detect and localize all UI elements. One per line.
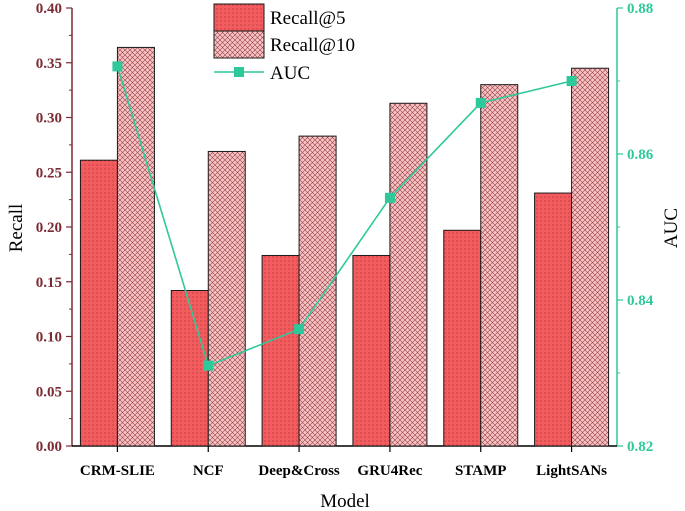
y-tick-label: 0.05 [36, 384, 62, 400]
x-tick-label: NCF [193, 463, 224, 479]
legend-label-recall10: Recall@10 [270, 35, 355, 56]
y-tick-label: 0.40 [36, 1, 62, 17]
y2-tick-label: 0.88 [627, 1, 653, 17]
auc-point [475, 97, 486, 108]
x-tick-label: GRU4Rec [357, 463, 422, 479]
x-tick-label: LightSANs [536, 463, 607, 479]
y2-tick-label: 0.86 [627, 147, 654, 163]
y-tick-label: 0.35 [36, 56, 62, 72]
y2-tick-label: 0.84 [627, 293, 654, 309]
auc-point [203, 360, 214, 371]
bar-recall5 [443, 229, 482, 447]
y-axis-title: Recall [6, 204, 27, 253]
auc-point [384, 192, 395, 203]
y-tick-label: 0.20 [36, 220, 62, 236]
x-tick-label: CRM-SLIE [80, 463, 155, 479]
auc-point [566, 76, 577, 86]
bar-recall5 [352, 254, 391, 447]
y-tick-label: 0.10 [36, 330, 62, 346]
legend-marker-auc [234, 67, 244, 77]
bar-recall5 [261, 254, 300, 447]
bar-recall5 [79, 159, 118, 447]
legend-swatch-recall10 [213, 30, 265, 59]
bar-recall10 [480, 84, 519, 447]
bar-recall10 [389, 102, 428, 447]
x-tick-label: STAMP [455, 463, 506, 479]
bar-recall5 [534, 192, 573, 447]
y-tick-label: 0.25 [36, 165, 62, 181]
bar-recall10 [207, 150, 246, 447]
auc-point [294, 324, 305, 335]
legend-label-auc: AUC [270, 63, 310, 84]
auc-line [116, 66, 572, 367]
legend: Recall@5 Recall@10 AUC [213, 3, 355, 84]
y2-axis-title: AUC [661, 208, 682, 248]
bar-recall5 [170, 290, 209, 447]
y2-tick-label: 0.82 [627, 439, 653, 455]
bar-recall10 [571, 67, 610, 447]
y-tick-label: 0.00 [36, 439, 62, 455]
legend-label-recall5: Recall@5 [270, 8, 346, 29]
y-tick-label: 0.30 [36, 111, 62, 127]
x-axis-title: Model [320, 491, 370, 511]
legend-swatch-recall5 [213, 3, 265, 32]
bar-recall10 [116, 46, 155, 447]
y-tick-label: 0.15 [36, 275, 62, 291]
bar-recall10 [298, 135, 337, 447]
x-tick-label: Deep&Cross [258, 463, 340, 479]
auc-point [112, 61, 123, 72]
